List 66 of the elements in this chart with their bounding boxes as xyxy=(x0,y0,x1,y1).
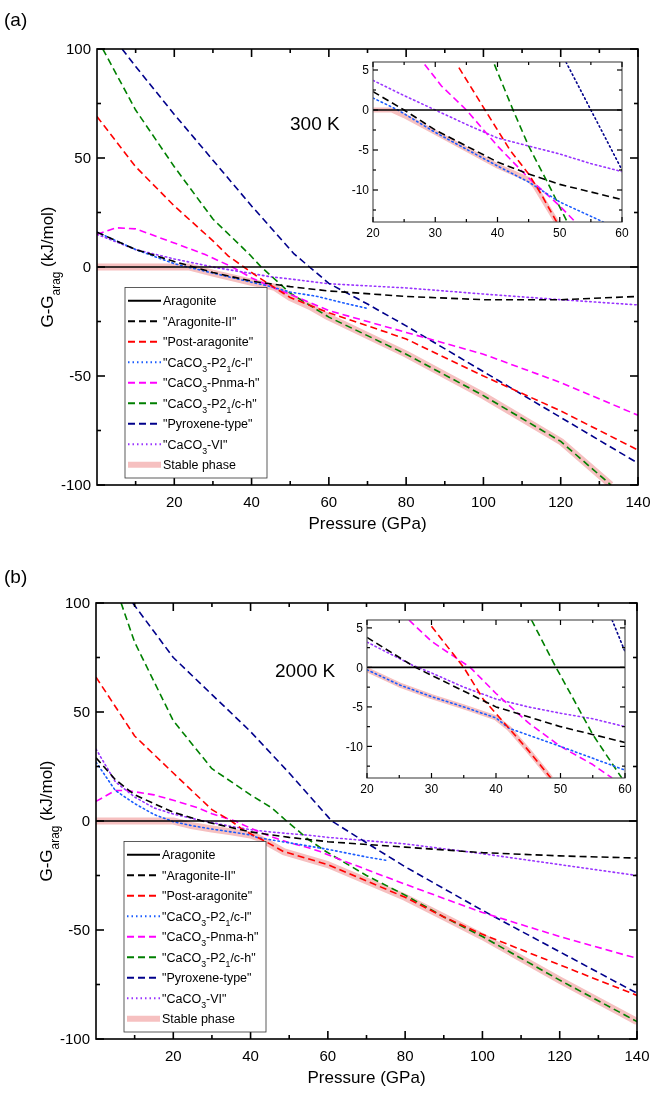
legend-label: "CaCO$_{3}$-Pnma-h" xyxy=(162,930,259,949)
y-tick-label: -5 xyxy=(358,143,370,158)
legend-label: Aragonite xyxy=(163,294,217,309)
y-tick-label: -10 xyxy=(345,739,364,754)
x-tick-label: 30 xyxy=(424,782,439,796)
x-tick-label: 20 xyxy=(360,782,374,796)
legend-label: "CaCO$_{3}$-P2$_{1}$/c-h" xyxy=(162,950,256,969)
legend-label: "Post-aragonite" xyxy=(163,335,254,350)
x-tick-label: 140 xyxy=(625,493,651,510)
x-tick-label: 80 xyxy=(396,1047,414,1064)
legend-label: "CaCO$_{3}$-VI" xyxy=(162,991,227,1010)
y-tick-label: -10 xyxy=(351,183,370,198)
x-tick-label: 60 xyxy=(615,226,629,240)
legend-label: Stable phase xyxy=(162,1012,236,1027)
y-tick-label: 5 xyxy=(356,621,364,636)
legend-label: "CaCO$_{3}$-Pnma-h" xyxy=(163,376,260,395)
y-tick-label: 0 xyxy=(356,660,364,675)
y-tick-label: 5 xyxy=(362,63,370,78)
x-tick-label: 140 xyxy=(624,1047,650,1064)
y-tick-label: 100 xyxy=(65,40,91,58)
y-tick-label: 50 xyxy=(73,703,90,721)
x-tick-label: 120 xyxy=(548,493,574,510)
annotation: 2000 K xyxy=(275,660,336,681)
legend-label: Stable phase xyxy=(163,458,237,473)
x-tick-label: 100 xyxy=(470,493,496,510)
y-tick-label: 0 xyxy=(81,812,90,830)
annotation: 300 K xyxy=(290,113,340,134)
x-tick-label: 50 xyxy=(553,782,568,796)
x-tick-label: 60 xyxy=(319,1047,337,1064)
y-tick-label: 0 xyxy=(82,258,91,276)
legend-label: "CaCO$_{3}$-P2$_{1}$/c-h" xyxy=(163,396,257,415)
x-tick-label: 20 xyxy=(366,226,380,240)
x-tick-label: 40 xyxy=(242,1047,259,1064)
y-tick-label: -50 xyxy=(68,921,90,939)
legend-label: "Aragonite-II" xyxy=(163,314,237,329)
y-tick-label: 50 xyxy=(74,149,91,167)
chart-title: (a) xyxy=(4,9,28,30)
y-tick-label: -50 xyxy=(69,367,91,385)
y-tick-label: -5 xyxy=(352,700,364,715)
legend-label: "Aragonite-II" xyxy=(162,868,236,883)
y-tick-label: -100 xyxy=(60,476,91,494)
chart-title: (b) xyxy=(4,566,28,587)
y-tick-label: -100 xyxy=(59,1030,90,1048)
x-tick-label: 30 xyxy=(428,226,443,240)
x-tick-label: 40 xyxy=(489,782,503,796)
y-tick-label: 100 xyxy=(64,594,90,612)
x-tick-label: 40 xyxy=(243,493,260,510)
legend-label: "Pyroxene-type" xyxy=(162,971,252,986)
x-tick-label: 60 xyxy=(618,782,632,796)
x-tick-label: 120 xyxy=(547,1047,573,1064)
legend-label: "CaCO$_{3}$-P2$_{1}$/c-l" xyxy=(162,909,252,928)
y-tick-label: 0 xyxy=(362,103,370,118)
x-tick-label: 60 xyxy=(320,493,338,510)
x-tick-label: 40 xyxy=(490,226,505,240)
x-tick-label: 20 xyxy=(165,493,183,510)
legend-label: Aragonite xyxy=(162,848,216,863)
x-tick-label: 80 xyxy=(397,493,415,510)
x-tick-label: 100 xyxy=(469,1047,495,1064)
legend-label: "Pyroxene-type" xyxy=(163,417,253,432)
x-tick-label: 50 xyxy=(553,226,567,240)
x-axis-title: Pressure (GPa) xyxy=(307,1068,426,1087)
x-tick-label: 20 xyxy=(164,1047,182,1064)
legend-label: "CaCO$_{3}$-P2$_{1}$/c-l" xyxy=(163,355,253,374)
legend-label: "Post-aragonite" xyxy=(162,889,253,904)
x-axis-title: Pressure (GPa) xyxy=(308,514,427,533)
legend-label: "CaCO$_{3}$-VI" xyxy=(163,437,228,456)
